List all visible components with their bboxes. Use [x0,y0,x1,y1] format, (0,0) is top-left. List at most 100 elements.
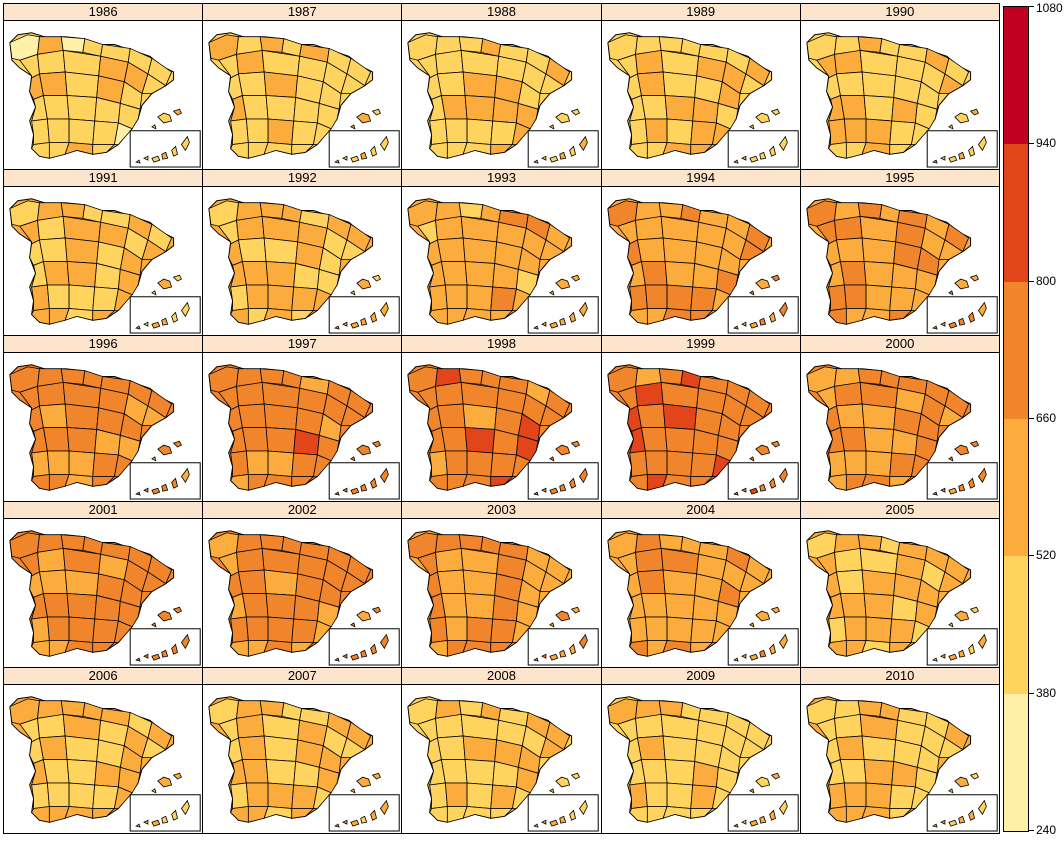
province [827,640,847,657]
province [666,616,693,643]
province [68,782,96,809]
balearic-island [969,606,979,614]
province [246,782,269,807]
canary-island [732,657,739,662]
province [516,268,539,296]
canary-island [967,477,975,489]
province [689,452,717,477]
province [662,403,697,430]
province [64,806,94,819]
province [910,454,930,477]
balearic-island [372,440,382,448]
province [512,786,532,809]
province [857,534,883,551]
province [516,102,539,130]
province [317,434,340,462]
province [863,261,894,288]
panel-year-label: 1986 [4,4,203,21]
legend-swatch [1004,7,1028,145]
province [37,381,66,407]
province [92,618,119,643]
balearic-island [157,112,173,124]
canary-island [740,321,746,327]
province [236,713,265,739]
province [865,284,892,311]
canary-island [541,321,547,327]
province [31,616,50,643]
province [429,640,449,657]
panel-year-label: 2009 [601,668,800,685]
panel-year-label: 2006 [4,668,203,685]
balearic-island [350,456,356,462]
province [739,239,765,260]
province [539,73,565,94]
canary-island [334,325,340,330]
province-map [806,530,998,666]
province [634,713,664,739]
panel-year-label: 1998 [402,336,601,353]
province [429,284,449,311]
canary-island [569,643,577,655]
province [889,476,913,487]
province [141,737,167,758]
province [39,71,68,96]
province [445,118,468,143]
province [92,310,116,321]
balearic-island [969,274,979,282]
province [113,786,133,809]
province [711,454,731,477]
province [662,806,691,819]
canary-island [939,487,946,493]
canary-island [939,155,946,161]
canary-island [541,819,547,825]
province [64,569,100,596]
legend-tick [1029,280,1034,282]
province [827,308,847,325]
canary-island [171,809,178,821]
province [636,569,666,594]
province [462,640,492,653]
canary-island [740,487,746,493]
panel-year-label: 2001 [4,502,203,519]
legend-tick-label: 520 [1036,548,1057,563]
canary-inset-box [129,462,201,500]
province [833,547,863,573]
province [490,286,518,311]
province [31,640,50,657]
canary-inset-box [129,794,201,832]
canary-island [939,819,946,825]
balearic-island [754,444,770,456]
province [117,766,141,794]
province [827,284,847,311]
province [141,571,167,592]
canary-island [977,135,987,152]
canary-island [342,487,348,493]
canary-island [350,819,360,827]
province [889,784,916,809]
province [863,95,894,122]
province [31,806,50,823]
balearic-island [947,788,954,794]
province [31,284,50,311]
province [113,454,133,477]
province [429,806,449,823]
canary-island [967,643,975,655]
canary-inset-box [528,462,600,500]
balearic-island [172,440,182,448]
canary-island [541,155,547,161]
province [429,142,449,159]
province [291,618,319,643]
canary-island [948,155,958,163]
province [267,118,295,145]
province [66,593,98,620]
province [644,616,668,641]
balearic-island [748,290,755,296]
province [236,49,265,75]
province [64,735,100,762]
province [636,71,666,96]
province [117,600,141,628]
map-panel-1993: 1993 [401,169,602,336]
province [459,36,484,53]
province [259,202,285,219]
province [827,474,847,491]
